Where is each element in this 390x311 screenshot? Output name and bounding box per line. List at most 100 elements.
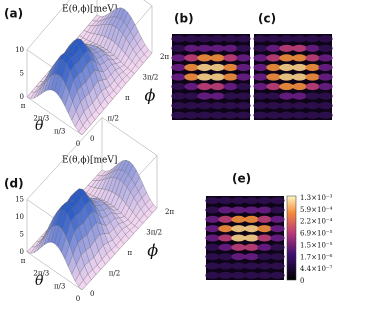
box-edge: [101, 117, 158, 156]
heat-blob: [171, 92, 186, 100]
heat-blob: [244, 197, 259, 205]
heat-blob: [171, 73, 186, 81]
heat-blob: [270, 225, 285, 233]
heat-blob: [279, 73, 294, 81]
heat-blob: [236, 102, 251, 110]
heat-blob: [257, 262, 272, 270]
heat-blob: [318, 82, 333, 91]
heat-blob: [197, 111, 212, 119]
heat-blob: [305, 102, 320, 110]
z-tick-label: 0: [20, 93, 24, 101]
heat-blob: [279, 111, 294, 119]
phi-tick-label: π/2: [109, 270, 120, 278]
heat-blob: [266, 73, 281, 81]
heat-blob: [292, 111, 307, 119]
heat-blob: [305, 44, 320, 52]
heat-blob: [236, 82, 251, 91]
heat-blob: [279, 82, 294, 91]
heat-blob: [236, 44, 251, 52]
colorbar-tick-label: 2.2×10⁻⁴: [300, 218, 333, 226]
heat-blob: [253, 92, 268, 100]
heat-blob: [218, 271, 233, 279]
heat-blob: [318, 35, 333, 43]
heat-blob: [210, 73, 225, 81]
heat-blob: [231, 225, 246, 233]
panel-label: (b): [174, 12, 194, 26]
panel-label: (c): [258, 12, 276, 26]
heat-blob: [236, 35, 251, 43]
heat-blob: [244, 234, 259, 242]
heat-blob: [253, 102, 268, 110]
heat-blob: [244, 225, 259, 233]
theta-axis-label: θ: [35, 273, 44, 289]
heat-blob: [184, 63, 199, 72]
heat-blob: [292, 82, 307, 91]
box-edge: [26, 251, 83, 291]
heat-blob: [231, 215, 246, 223]
heat-blob: [184, 35, 199, 43]
heat-blob: [210, 111, 225, 119]
heat-blob: [318, 44, 333, 52]
heat-blob: [210, 92, 225, 100]
box-edge: [26, 96, 83, 136]
heat-blob: [197, 63, 212, 72]
heat-blob: [244, 243, 259, 251]
heat-blob: [205, 253, 220, 261]
phi-tick-label: 2π: [165, 208, 174, 216]
surface-patch: [78, 280, 87, 291]
heat-blob: [305, 54, 320, 62]
heat-blob: [184, 92, 199, 100]
heat-blob: [292, 73, 307, 81]
phi-tick-label: 0: [90, 290, 94, 298]
heat-blob: [318, 63, 333, 72]
heat-blob: [244, 215, 259, 223]
box-edge: [26, 117, 103, 200]
heat-blob: [257, 197, 272, 205]
heat-blob: [197, 54, 212, 62]
heat-blob: [231, 262, 246, 270]
heat-blob: [205, 271, 220, 279]
theta-tick-label: π: [21, 102, 26, 110]
heat-blob: [197, 92, 212, 100]
heat-blob: [171, 44, 186, 52]
heat-blob: [253, 73, 268, 81]
heat-blob: [184, 44, 199, 52]
heat-blob: [223, 35, 238, 43]
theta-tick-label: 0: [76, 295, 80, 303]
heat-blob: [210, 82, 225, 91]
heat-blob: [266, 54, 281, 62]
heat-blob: [253, 35, 268, 43]
heat-blob: [253, 44, 268, 52]
heat-blob: [205, 243, 220, 251]
heat-blob: [244, 206, 259, 214]
heat-blob: [257, 215, 272, 223]
colorbar-tick-label: 1.5×10⁻⁵: [300, 241, 333, 249]
heat-blob: [171, 63, 186, 72]
heat-blob: [223, 44, 238, 52]
heat-blob: [210, 63, 225, 72]
theta-tick-label: π: [21, 257, 26, 265]
heat-blob: [292, 63, 307, 72]
z-tick-label: 5: [20, 231, 24, 239]
heat-blob: [266, 111, 281, 119]
heat-blob: [231, 234, 246, 242]
phi-axis-label: ϕ: [145, 85, 156, 104]
heat-blob: [279, 35, 294, 43]
heat-blob: [223, 102, 238, 110]
heat-blob: [223, 82, 238, 91]
theta-tick-label: 2π/3: [33, 270, 49, 278]
heat-blob: [305, 82, 320, 91]
heat-blob: [218, 206, 233, 214]
z-tick-label: 0: [20, 248, 24, 256]
heat-blob: [236, 92, 251, 100]
heat-blob: [253, 63, 268, 72]
heat-blob: [171, 82, 186, 91]
heat-blob: [257, 271, 272, 279]
heat-blob: [236, 54, 251, 62]
phi-tick-label: 0: [90, 135, 94, 143]
heat-blob: [218, 234, 233, 242]
heat-blob: [210, 35, 225, 43]
heat-blob: [210, 102, 225, 110]
colorbar-tick-label: 5.9×10⁻⁴: [300, 206, 333, 214]
heat-blob: [270, 243, 285, 251]
